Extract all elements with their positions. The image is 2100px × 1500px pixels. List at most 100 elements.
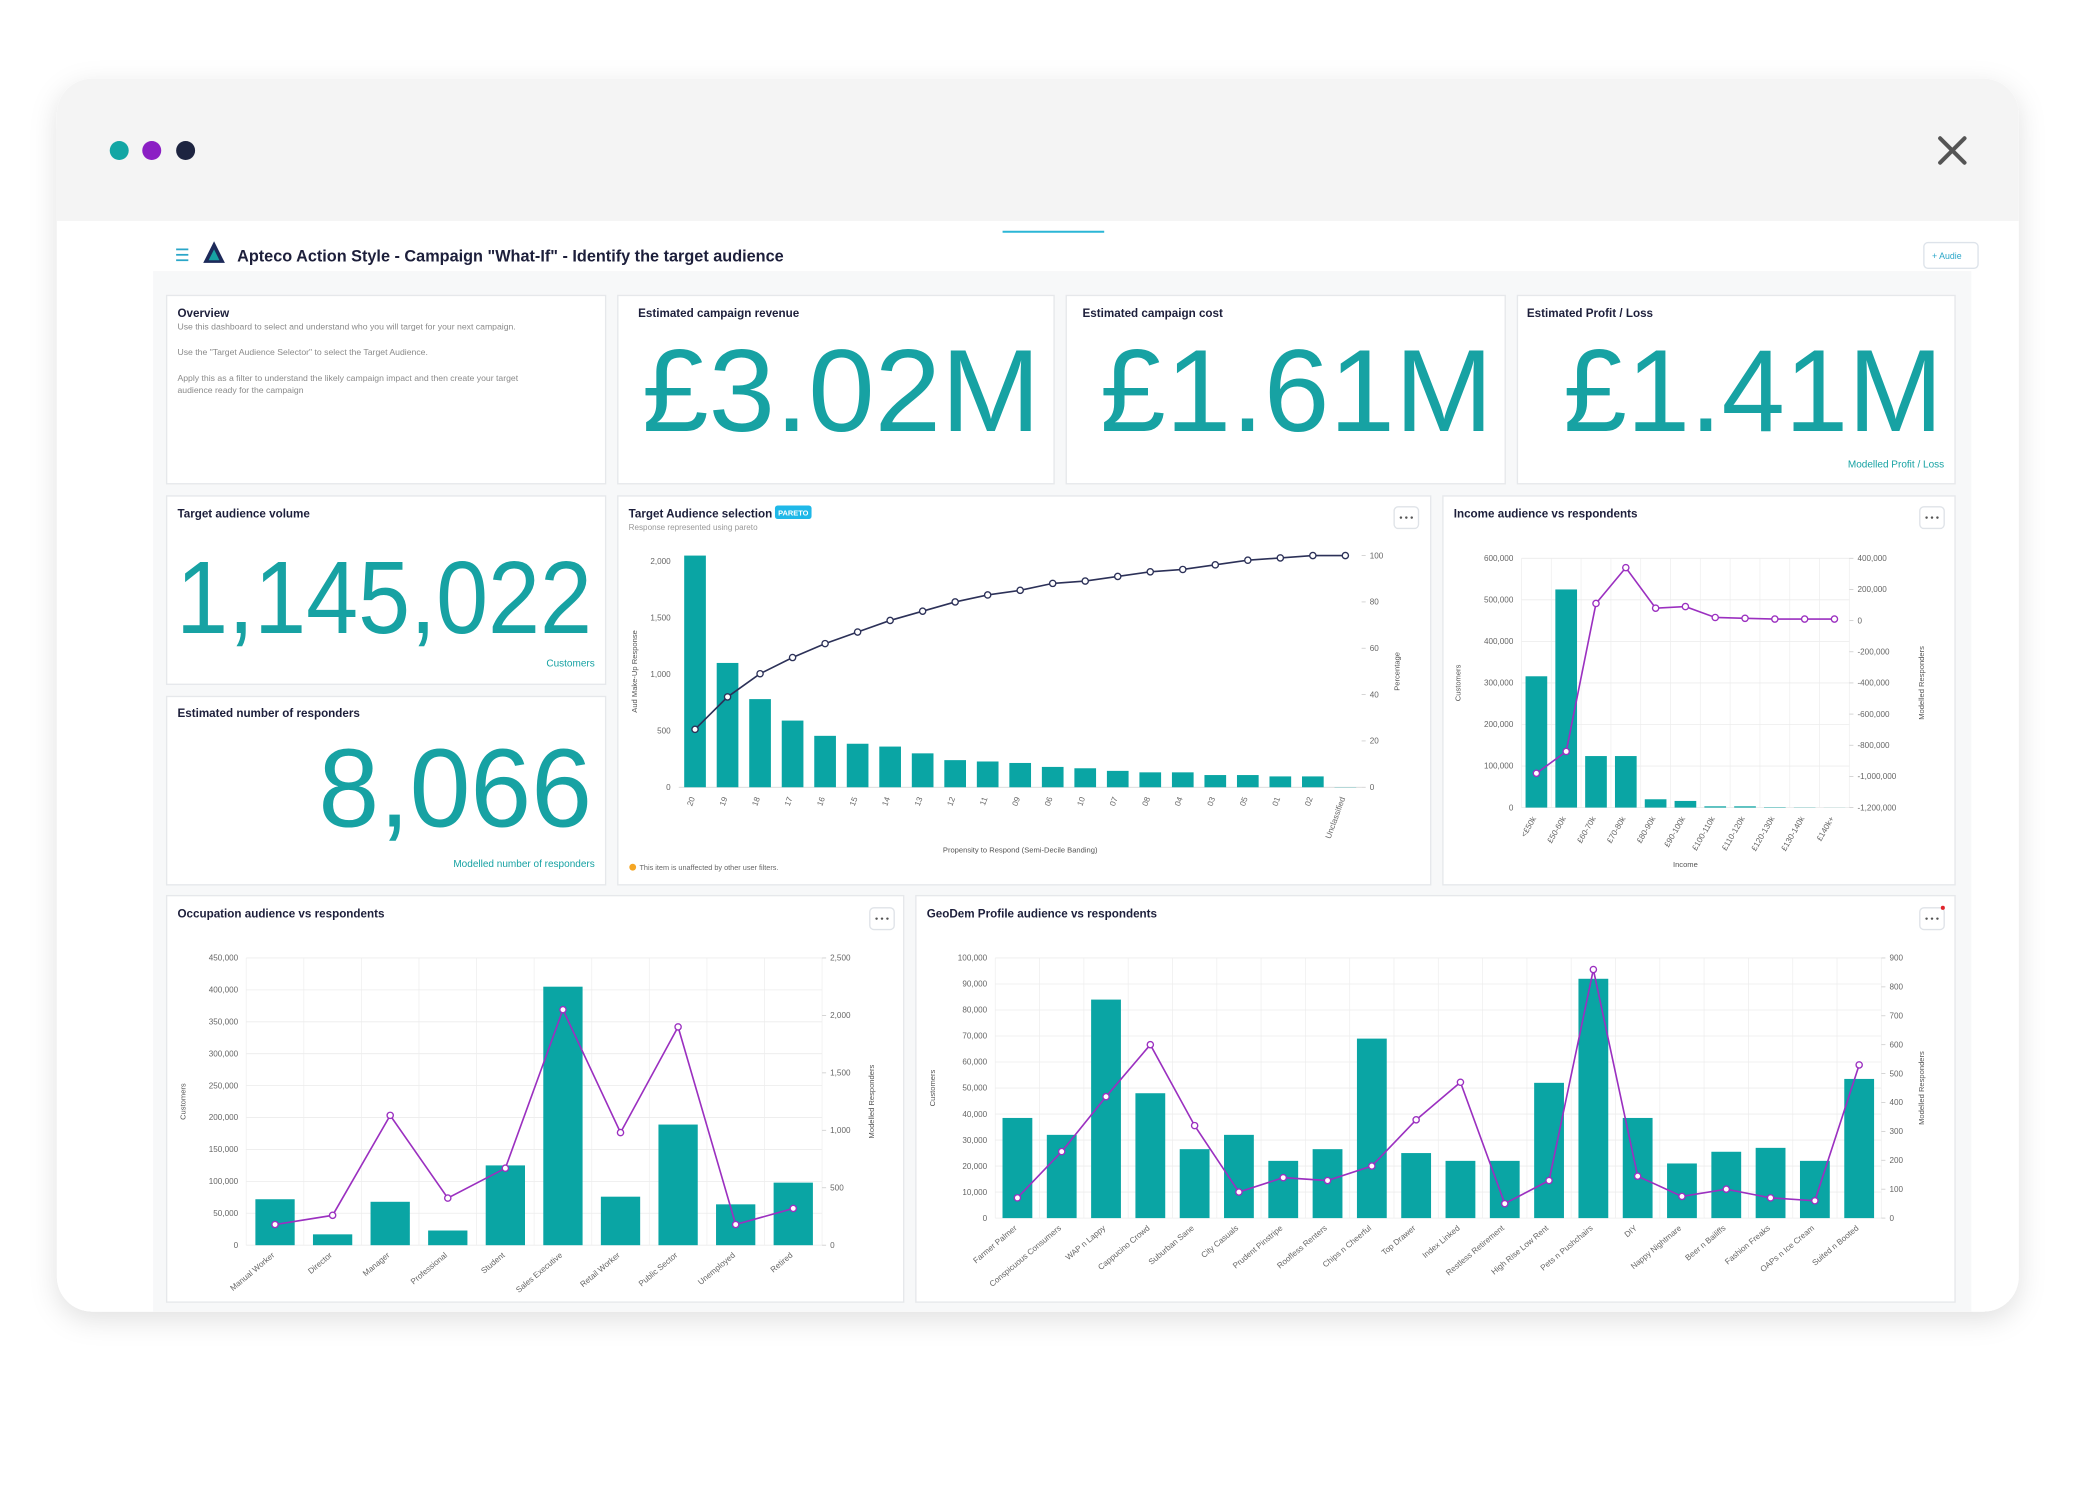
x-tick-label: 03 [1206, 795, 1218, 807]
bar [1135, 1093, 1166, 1219]
y-tick-label: 0 [234, 1241, 239, 1250]
bar [485, 1165, 525, 1246]
y2-tick-label: 200,000 [1857, 585, 1887, 594]
y2-tick-label: 800 [1889, 983, 1903, 992]
card [915, 894, 1956, 1303]
bar [658, 1124, 698, 1246]
line-point [1771, 615, 1779, 623]
y2-tick-label: 1,000 [830, 1126, 851, 1135]
y-tick-label: 80,000 [962, 1006, 987, 1015]
more-dot [875, 917, 878, 920]
line-point [1456, 1078, 1465, 1087]
line-point [1766, 1194, 1775, 1202]
overview-text: audience ready for the campaign [177, 385, 303, 395]
y2-tick-label: 2,500 [830, 954, 851, 963]
bar [1269, 776, 1292, 788]
bar [1734, 806, 1756, 808]
y2-tick-label: 400 [1889, 1098, 1903, 1107]
y-tick-label: 20,000 [962, 1162, 987, 1171]
y2-tick-label: 0 [1370, 783, 1375, 792]
badge [774, 505, 812, 519]
line-point [1016, 586, 1024, 595]
y2-tick-label: 20 [1370, 737, 1380, 746]
bar [749, 699, 771, 788]
dot-dark[interactable] [176, 141, 196, 160]
more-dot [1930, 516, 1934, 519]
kpi-value: £1.41M [1563, 326, 1942, 456]
more-dot [1936, 917, 1939, 920]
bar [1667, 1163, 1697, 1219]
bar [1704, 806, 1727, 808]
y-tick-label: 250,000 [209, 1081, 239, 1090]
y2-tick-label: -1,000,000 [1857, 772, 1896, 781]
line-point [951, 598, 959, 606]
kpi-caption: Modelled number of responders [453, 859, 594, 870]
x-tick-label: 02 [1303, 795, 1315, 807]
line-point [1279, 1173, 1288, 1182]
bar [1009, 762, 1032, 788]
bar [312, 1234, 353, 1246]
y-tick-label: 200,000 [209, 1113, 239, 1122]
y2-tick-label: 0 [830, 1241, 835, 1250]
y-tick-label: 10,000 [962, 1188, 987, 1197]
x-tick-label: 12 [945, 795, 957, 807]
line-point [1013, 1194, 1022, 1202]
bar [1046, 1134, 1077, 1219]
kpi-caption: Modelled Profit / Loss [1848, 460, 1944, 471]
line-point [886, 616, 894, 625]
line-point [386, 1111, 394, 1120]
line-point [1711, 613, 1720, 622]
line-point [1741, 614, 1749, 623]
dot-purple[interactable] [142, 141, 162, 160]
bar [1179, 1149, 1210, 1219]
card-title: Estimated Profit / Loss [1527, 307, 1653, 320]
close-icon[interactable] [1938, 136, 1967, 165]
x-tick-label: 04 [1173, 795, 1185, 807]
line-point [1855, 1061, 1863, 1069]
menu-icon[interactable] [176, 248, 189, 262]
y2-axis-title: Percentage [1393, 652, 1402, 691]
x-tick-label: 09 [1011, 795, 1023, 807]
title-bar [56, 78, 2019, 221]
x-tick-label: 13 [913, 795, 925, 807]
more-dot [1930, 917, 1934, 920]
y2-axis-title: Modelled Responders [1917, 646, 1926, 720]
y-axis-title: Aud Make-Up Response [630, 630, 639, 713]
line-point [1276, 554, 1285, 562]
bar [911, 753, 934, 788]
x-axis-title: Income [1673, 860, 1698, 869]
y2-tick-label: -600,000 [1857, 710, 1890, 719]
y-tick-label: 200,000 [1484, 720, 1514, 729]
y2-tick-label: 1,500 [830, 1069, 851, 1078]
bar [944, 760, 966, 788]
kpi-value: £3.02M [642, 326, 1040, 456]
x-tick-label: 11 [978, 795, 990, 806]
bar [1074, 768, 1097, 788]
y-tick-label: 0 [983, 1214, 988, 1223]
line-point [756, 669, 764, 678]
note-icon [629, 863, 637, 871]
bar [879, 746, 901, 788]
bar [1401, 1153, 1432, 1219]
audience-button[interactable] [1923, 241, 1979, 270]
y2-tick-label: 300 [1889, 1127, 1903, 1136]
y-tick-label: 600,000 [1484, 554, 1514, 563]
audience-button-label[interactable]: + Audie [1932, 251, 1962, 261]
bar [773, 1182, 813, 1246]
card-title: Income audience vs respondents [1454, 508, 1638, 521]
x-axis-title: Propensity to Respond (Semi-Decile Bandi… [943, 845, 1098, 854]
bar [1674, 800, 1697, 808]
y2-tick-label: 2,000 [830, 1011, 851, 1020]
x-tick-label: 06 [1043, 795, 1055, 807]
line-point [1235, 1188, 1243, 1196]
bar [1002, 1117, 1033, 1219]
y-tick-label: 400,000 [1484, 637, 1514, 646]
bar [1525, 676, 1548, 808]
line-point [918, 607, 927, 615]
more-dot [880, 917, 884, 920]
dot-teal[interactable] [109, 141, 129, 160]
y-tick-label: 350,000 [209, 1018, 239, 1027]
bar [1622, 1117, 1653, 1219]
bar [370, 1201, 410, 1246]
